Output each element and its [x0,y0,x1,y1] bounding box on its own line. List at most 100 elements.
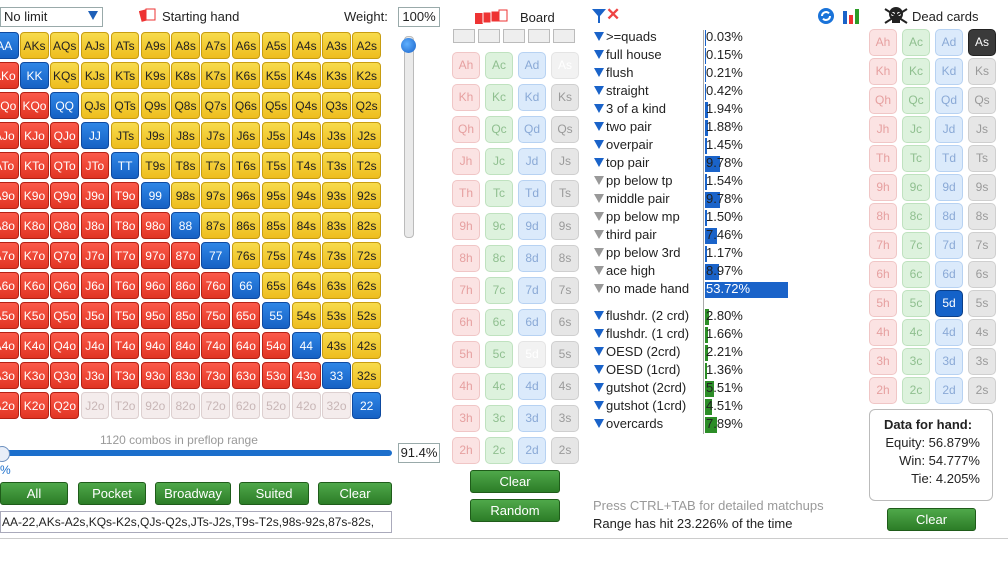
range-cell-64s[interactable]: 64s [292,272,321,299]
board-card-3d[interactable]: 3d [518,405,546,433]
range-cell-A2s[interactable]: A2s [352,32,381,59]
filter-icon[interactable] [594,68,604,77]
range-cell-K6o[interactable]: K6o [20,272,49,299]
range-cell-K9o[interactable]: K9o [20,182,49,209]
range-cell-A5s[interactable]: A5s [261,32,291,59]
board-card-Qs[interactable]: Qs [551,116,579,144]
dead-card-5h[interactable]: 5h [869,290,897,317]
range-cell-T2o[interactable]: T2o [110,392,140,419]
range-cell-74o[interactable]: 74o [201,332,230,359]
range-cell-AJo[interactable]: AJo [0,122,19,149]
range-cell-KTo[interactable]: KTo [20,152,49,179]
range-cell-J5s[interactable]: J5s [261,122,291,149]
range-cell-ATo[interactable]: ATo [0,152,19,179]
range-cell-T5s[interactable]: T5s [261,152,291,179]
range-cell-AQo[interactable]: AQo [0,92,19,119]
range-cell-K4s[interactable]: K4s [292,62,321,89]
refresh-icon[interactable] [817,7,835,25]
chart-icon[interactable] [842,7,862,25]
range-cell-AJs[interactable]: AJs [80,32,110,59]
range-cell-TT[interactable]: TT [110,152,140,179]
dead-card-7d[interactable]: 7d [935,232,963,259]
range-cell-64o[interactable]: 64o [231,332,261,359]
range-cell-92o[interactable]: 92o [141,392,170,419]
range-cell-43o[interactable]: 43o [292,362,321,389]
range-cell-83s[interactable]: 83s [322,212,351,239]
range-cell-72o[interactable]: 72o [201,392,230,419]
range-cell-53s[interactable]: 53s [322,302,351,329]
board-card-9s[interactable]: 9s [551,212,579,240]
board-card-2c[interactable]: 2c [485,437,513,465]
dead-card-8h[interactable]: 8h [869,203,897,230]
range-cell-86s[interactable]: 86s [231,212,261,239]
range-cell-JTs[interactable]: JTs [110,122,140,149]
weight-slider-track[interactable] [404,36,414,238]
range-cell-96s[interactable]: 96s [231,182,261,209]
dead-card-2h[interactable]: 2h [869,377,897,404]
range-cell-Q3o[interactable]: Q3o [50,362,79,389]
board-card-Kc[interactable]: Kc [485,84,513,112]
board-card-8c[interactable]: 8c [485,244,513,272]
range-cell-32o[interactable]: 32o [322,392,351,419]
range-cell-AA[interactable]: AA [0,32,19,59]
range-cell-Q4o[interactable]: Q4o [50,332,79,359]
filter-icon[interactable] [594,284,604,293]
range-cell-KJs[interactable]: KJs [80,62,110,89]
stat-row[interactable]: middle pair 9.78% [592,191,792,209]
dead-card-Qh[interactable]: Qh [869,87,897,114]
dead-card-Ah[interactable]: Ah [869,29,897,56]
dead-card-7s[interactable]: 7s [968,232,996,259]
range-cell-54o[interactable]: 54o [261,332,291,359]
range-cell-J9s[interactable]: J9s [141,122,170,149]
filter-icon[interactable] [594,194,604,203]
range-cell-J4s[interactable]: J4s [292,122,321,149]
dead-card-2d[interactable]: 2d [935,377,963,404]
range-percent-input[interactable]: 91.4% [398,443,440,463]
board-card-Jh[interactable]: Jh [452,148,480,176]
dead-card-Jh[interactable]: Jh [869,116,897,143]
range-cell-JTo[interactable]: JTo [80,152,110,179]
range-cell-83o[interactable]: 83o [171,362,200,389]
dead-card-Qd[interactable]: Qd [935,87,963,114]
range-cell-73s[interactable]: 73s [322,242,351,269]
stat-row[interactable]: OESD (1crd) 1.36% [592,362,792,380]
dead-card-7c[interactable]: 7c [902,232,930,259]
filter-icon[interactable] [594,86,604,95]
dead-card-Kc[interactable]: Kc [902,58,930,85]
range-cell-Q8s[interactable]: Q8s [171,92,200,119]
range-cell-A4o[interactable]: A4o [0,332,19,359]
range-cell-42o[interactable]: 42o [292,392,321,419]
clear-board-button[interactable]: Clear [470,470,560,493]
range-cell-T4o[interactable]: T4o [110,332,140,359]
board-card-Ac[interactable]: Ac [485,52,513,79]
board-card-Kh[interactable]: Kh [452,84,480,112]
board-card-8d[interactable]: 8d [518,244,546,272]
range-cell-82o[interactable]: 82o [171,392,200,419]
range-cell-75o[interactable]: 75o [201,302,230,329]
dead-card-5s[interactable]: 5s [968,290,996,317]
range-cell-T5o[interactable]: T5o [110,302,140,329]
range-cell-K3o[interactable]: K3o [20,362,49,389]
board-slot[interactable] [453,29,475,43]
range-cell-T3o[interactable]: T3o [110,362,140,389]
range-cell-44[interactable]: 44 [292,332,321,359]
range-cell-QJo[interactable]: QJo [50,122,79,149]
range-cell-54s[interactable]: 54s [292,302,321,329]
range-cell-55[interactable]: 55 [261,302,291,329]
range-cell-43s[interactable]: 43s [322,332,351,359]
dead-card-3h[interactable]: 3h [869,348,897,375]
range-cell-AKo[interactable]: AKo [0,62,19,89]
board-card-4s[interactable]: 4s [551,373,579,400]
board-card-2s[interactable]: 2s [551,437,579,465]
stat-row[interactable]: overpair 1.45% [592,137,792,155]
range-cell-33[interactable]: 33 [322,362,351,389]
range-cell-K8o[interactable]: K8o [20,212,49,239]
range-cell-K4o[interactable]: K4o [20,332,49,359]
range-cell-K7s[interactable]: K7s [201,62,230,89]
dead-card-9c[interactable]: 9c [902,174,930,201]
dead-card-3d[interactable]: 3d [935,348,963,375]
limit-dropdown[interactable]: No limit [0,7,103,27]
dead-card-Td[interactable]: Td [935,145,963,172]
dead-card-7h[interactable]: 7h [869,232,897,259]
range-cell-A3o[interactable]: A3o [0,362,19,389]
